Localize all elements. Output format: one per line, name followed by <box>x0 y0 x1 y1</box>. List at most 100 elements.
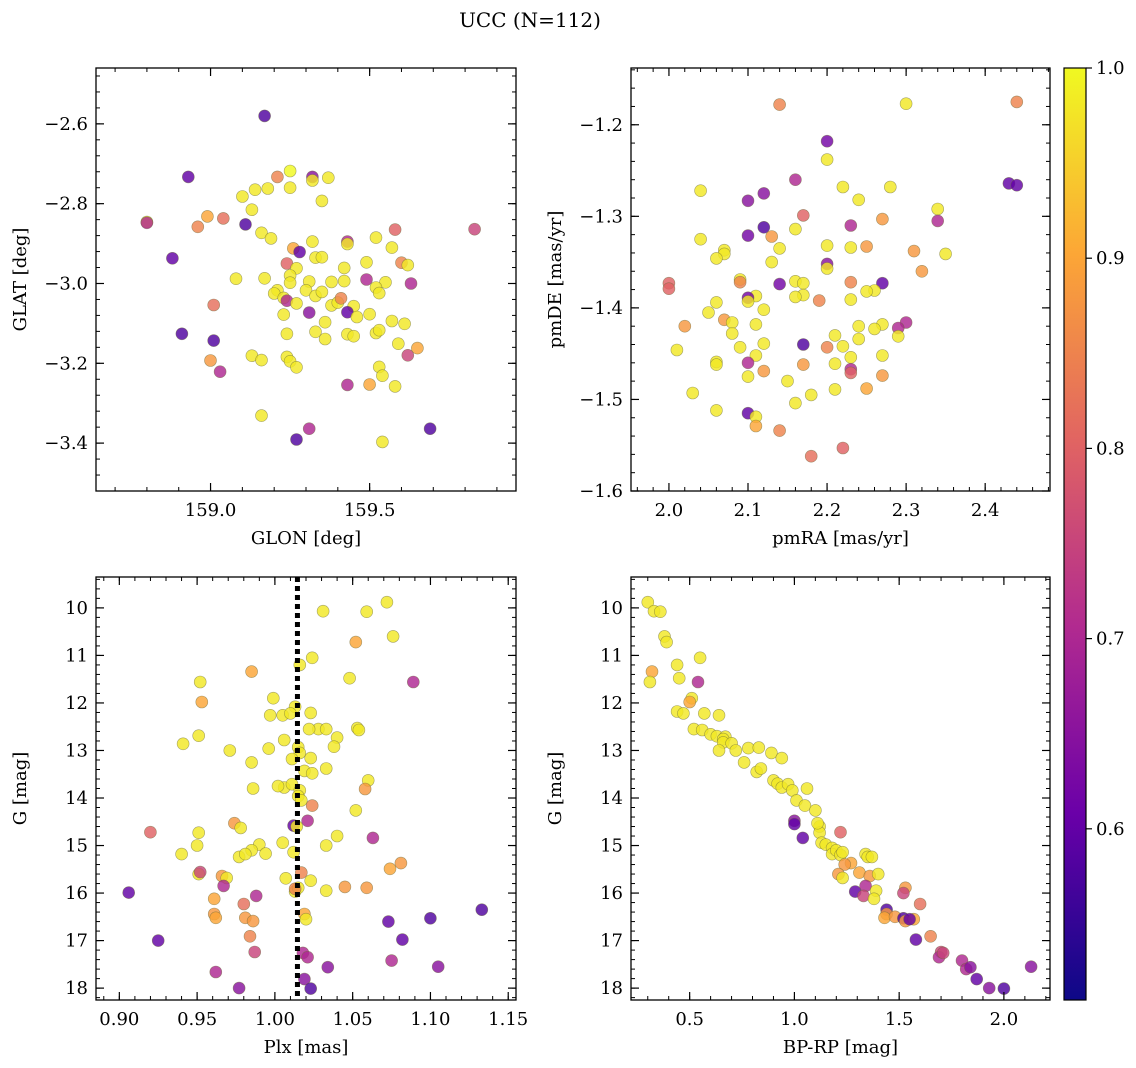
scatter-point <box>765 230 779 243</box>
scatter-point <box>385 241 399 254</box>
y-tick-label: 12 <box>600 693 623 714</box>
scatter-point <box>193 865 207 879</box>
scatter-point <box>229 272 243 286</box>
scatter-point <box>245 665 258 678</box>
scatter-point <box>277 733 291 747</box>
scatter-point <box>243 929 257 943</box>
scatter-point <box>352 723 366 737</box>
scatter-point <box>672 671 686 685</box>
scatter-point <box>812 294 826 307</box>
scatter-point <box>383 862 397 876</box>
scatter-point <box>838 858 852 871</box>
scatter-point <box>237 897 251 911</box>
scatter-point <box>204 354 217 367</box>
scatter-point <box>372 286 386 300</box>
x-tick-label: 2.0 <box>990 1009 1019 1030</box>
scatter-point <box>255 226 268 240</box>
scatter-point <box>915 264 929 278</box>
scatter-point <box>796 831 810 845</box>
scatter-point <box>315 194 329 208</box>
scatter-point <box>245 203 259 216</box>
scatter-point <box>263 708 277 722</box>
scatter-point <box>876 212 889 226</box>
scatter-point <box>710 252 723 265</box>
scatter-point <box>385 314 399 328</box>
scatter-point <box>1010 95 1024 109</box>
scatter-point <box>828 329 842 342</box>
scatter-point <box>725 327 739 340</box>
scatter-point <box>276 836 290 850</box>
scatter-point <box>749 349 763 362</box>
scatter-point <box>820 134 834 148</box>
scatter-point <box>245 756 258 769</box>
scatter-point <box>207 334 220 347</box>
scatter-point <box>305 766 319 780</box>
scatter-point <box>710 404 723 417</box>
scatter-point <box>852 319 866 333</box>
scatter-point <box>749 318 763 331</box>
scatter-point <box>385 954 398 967</box>
scatter-point <box>757 303 771 317</box>
y-tick-label: 11 <box>65 645 88 666</box>
scatter-point <box>712 744 726 757</box>
scatter-point <box>144 825 157 839</box>
scatter-point <box>140 216 154 230</box>
scatter-point <box>897 886 910 900</box>
x-tick-label: 2.2 <box>813 500 842 521</box>
scatter-point <box>788 817 801 831</box>
scatter-point <box>804 449 818 463</box>
scatter-point <box>773 277 786 291</box>
x-axis-label: Plx [mas] <box>264 1037 349 1058</box>
scatter-point <box>773 98 786 111</box>
scatter-point <box>836 871 849 885</box>
scatter-point <box>924 929 937 943</box>
x-tick-label: 1.0 <box>780 1009 809 1030</box>
scatter-point <box>343 671 356 685</box>
scatter-point <box>765 255 779 269</box>
colorbar-tick-label: 0.6 <box>1096 819 1125 840</box>
scatter-point <box>316 604 330 618</box>
scatter-points <box>140 109 481 449</box>
scatter-point <box>290 360 303 374</box>
parallax-magnitude-panel: 0.90 0.95 1.00 1.05 1.10 1.15 10 11 12 13 14 15 16 17… <box>10 576 528 1058</box>
x-tick-label: 0.5 <box>675 1009 704 1030</box>
scatter-point <box>319 839 333 852</box>
scatter-point <box>388 380 402 393</box>
axes-frame <box>630 67 1051 492</box>
figure-title: UCC (N=112) <box>459 8 601 32</box>
scatter-point <box>376 369 389 383</box>
scatter-point <box>349 635 363 649</box>
scatter-point <box>754 762 768 775</box>
scatter-point <box>279 871 293 885</box>
scatter-point <box>376 435 389 449</box>
scatter-point <box>304 874 318 888</box>
x-tick-label: 2.1 <box>734 500 763 521</box>
scatter-point <box>360 881 374 895</box>
y-tick-label: −1.2 <box>579 115 623 136</box>
scatter-point <box>876 349 889 362</box>
scatter-point <box>876 369 889 382</box>
scatter-point <box>710 358 723 371</box>
scatter-point <box>828 357 842 371</box>
scatter-point <box>192 826 205 840</box>
scatter-point <box>217 212 230 225</box>
scatter-point <box>234 821 247 835</box>
scatter-point <box>653 605 667 619</box>
scatter-point <box>820 239 834 252</box>
scatter-point <box>781 374 794 388</box>
scatter-point <box>865 850 879 864</box>
scatter-point <box>836 180 850 194</box>
scatter-point <box>122 886 135 899</box>
y-tick-label: 10 <box>600 598 623 619</box>
scatter-point <box>207 892 221 906</box>
y-tick-label: −2.6 <box>44 114 88 135</box>
x-tick-label: 1.05 <box>333 1009 373 1030</box>
scatter-point <box>302 722 316 736</box>
scatter-point <box>290 297 303 310</box>
scatter-point <box>867 892 881 906</box>
scatter-point <box>401 348 415 362</box>
scatter-point <box>360 255 373 269</box>
scatter-point <box>857 889 870 903</box>
scatter-point <box>382 915 395 928</box>
